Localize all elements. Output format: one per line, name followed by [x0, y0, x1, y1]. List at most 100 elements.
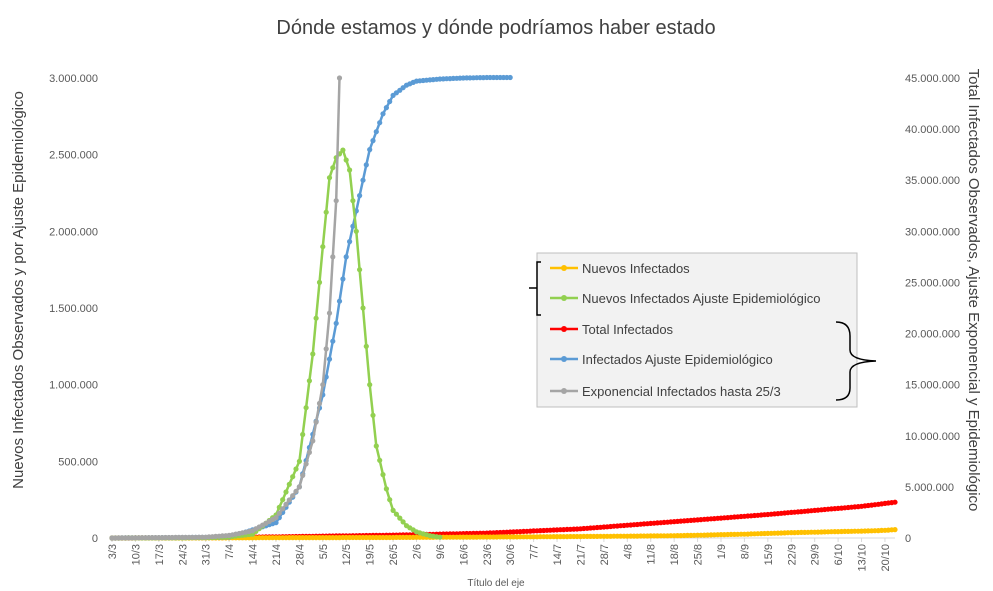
- right-y-tick-label: 5.000.000: [905, 482, 954, 494]
- x-tick-label: 4/8: [622, 544, 634, 559]
- data-point: [303, 461, 309, 467]
- data-point: [290, 474, 296, 480]
- left-axis-title: Nuevos Infectados Observados y por Ajust…: [10, 91, 27, 489]
- data-point: [333, 320, 339, 326]
- data-point: [377, 457, 383, 463]
- left-y-tick-label: 500.000: [58, 456, 98, 468]
- data-point: [437, 534, 443, 540]
- x-tick-label: 28/7: [599, 544, 611, 565]
- data-point: [300, 431, 306, 438]
- data-point: [347, 167, 353, 173]
- x-tick-label: 29/9: [810, 544, 822, 565]
- data-point: [283, 489, 289, 495]
- x-tick-label: 28/4: [294, 544, 306, 565]
- x-tick-label: 17/3: [154, 544, 166, 565]
- x-tick-label: 2/6: [412, 544, 424, 559]
- left-y-tick-label: 2.500.000: [49, 150, 98, 162]
- right-y-axis: 0 5.000.000 10.000.000 15.000.000 20.000.000…: [905, 73, 960, 545]
- x-tick-label: 21/7: [575, 544, 587, 565]
- x-tick-label: 14/4: [248, 544, 260, 565]
- x-tick-label: 1/9: [716, 544, 728, 559]
- data-point: [320, 382, 326, 388]
- data-point: [320, 244, 326, 250]
- x-tick-label: 5/5: [318, 544, 330, 559]
- data-point: [353, 228, 359, 234]
- series-line: [112, 77, 341, 540]
- x-tick-label: 10/3: [130, 544, 142, 565]
- data-point: [383, 486, 389, 492]
- data-point: [383, 105, 389, 111]
- data-point: [296, 458, 302, 464]
- x-axis: 3/3 10/3 17/3 24/3 31/3 7/4 14/4 21/4 28/4 5/5 12/…: [107, 538, 892, 572]
- data-point: [373, 443, 379, 449]
- data-point: [360, 305, 366, 311]
- x-tick-label: 18/8: [669, 544, 681, 565]
- data-point: [326, 310, 333, 316]
- data-point: [390, 507, 396, 513]
- right-y-tick-label: 40.000.000: [905, 124, 960, 136]
- data-point: [286, 481, 292, 487]
- legend-label: Total Infectados: [582, 322, 674, 337]
- data-point: [326, 356, 333, 362]
- data-point: [367, 382, 373, 388]
- legend-swatch-marker: [561, 356, 567, 362]
- legend-label: Infectados Ajuste Epidemiológico: [582, 352, 773, 367]
- x-tick-label: 7/4: [224, 544, 236, 559]
- right-y-tick-label: 20.000.000: [905, 329, 960, 341]
- data-point: [357, 267, 363, 273]
- x-tick-label: 20/10: [880, 544, 892, 572]
- data-point: [343, 254, 349, 260]
- right-y-tick-label: 25.000.000: [905, 277, 960, 289]
- data-point: [306, 449, 312, 455]
- left-y-tick-label: 2.000.000: [49, 226, 98, 238]
- x-tick-label: 23/6: [482, 544, 494, 565]
- x-tick-label: 9/6: [435, 544, 447, 559]
- x-tick-label: 12/5: [341, 544, 353, 565]
- plot-area: [109, 74, 898, 541]
- data-point: [393, 511, 399, 517]
- left-y-tick-label: 3.000.000: [49, 73, 98, 85]
- data-point: [310, 438, 316, 444]
- right-y-tick-label: 45.000.000: [905, 73, 960, 85]
- data-point: [360, 177, 366, 183]
- data-point: [303, 405, 309, 411]
- legend-swatch-marker: [561, 295, 567, 301]
- legend-label: Nuevos Infectados Ajuste Epidemiológico: [582, 291, 820, 306]
- legend-label: Nuevos Infectados: [582, 261, 690, 276]
- data-point: [293, 488, 299, 494]
- data-point: [330, 254, 336, 260]
- left-group-brace: [529, 261, 541, 316]
- data-point: [273, 515, 279, 521]
- data-point: [400, 519, 406, 525]
- data-point: [363, 343, 369, 349]
- data-point: [343, 157, 349, 163]
- data-point: [293, 466, 299, 472]
- data-point: [290, 493, 296, 499]
- x-tick-label: 3/3: [107, 544, 119, 559]
- x-tick-label: 13/10: [857, 544, 869, 572]
- left-y-tick-label: 0: [92, 533, 98, 545]
- x-tick-label: 16/6: [458, 544, 470, 565]
- series: [109, 75, 343, 541]
- data-point: [387, 497, 393, 503]
- x-tick-label: 19/5: [365, 544, 377, 565]
- data-point: [330, 165, 336, 171]
- right-y-tick-label: 0: [905, 533, 911, 545]
- data-point: [367, 147, 373, 153]
- x-tick-label: 11/8: [646, 544, 658, 565]
- x-tick-label: 14/7: [552, 544, 564, 565]
- data-point: [300, 472, 306, 478]
- data-point: [280, 506, 286, 512]
- x-axis-title: Título del eje: [467, 578, 525, 589]
- right-y-tick-label: 35.000.000: [905, 175, 960, 187]
- data-point: [380, 472, 386, 478]
- data-point: [323, 209, 329, 215]
- data-point: [316, 279, 323, 285]
- data-point: [370, 138, 376, 144]
- chart-title: Dónde estamos y dónde podríamos haber es…: [276, 17, 715, 39]
- x-tick-label: 7/7: [529, 544, 541, 559]
- left-y-tick-label: 1.500.000: [49, 303, 98, 315]
- data-point: [313, 419, 319, 425]
- data-point: [357, 193, 363, 199]
- data-point: [340, 276, 346, 282]
